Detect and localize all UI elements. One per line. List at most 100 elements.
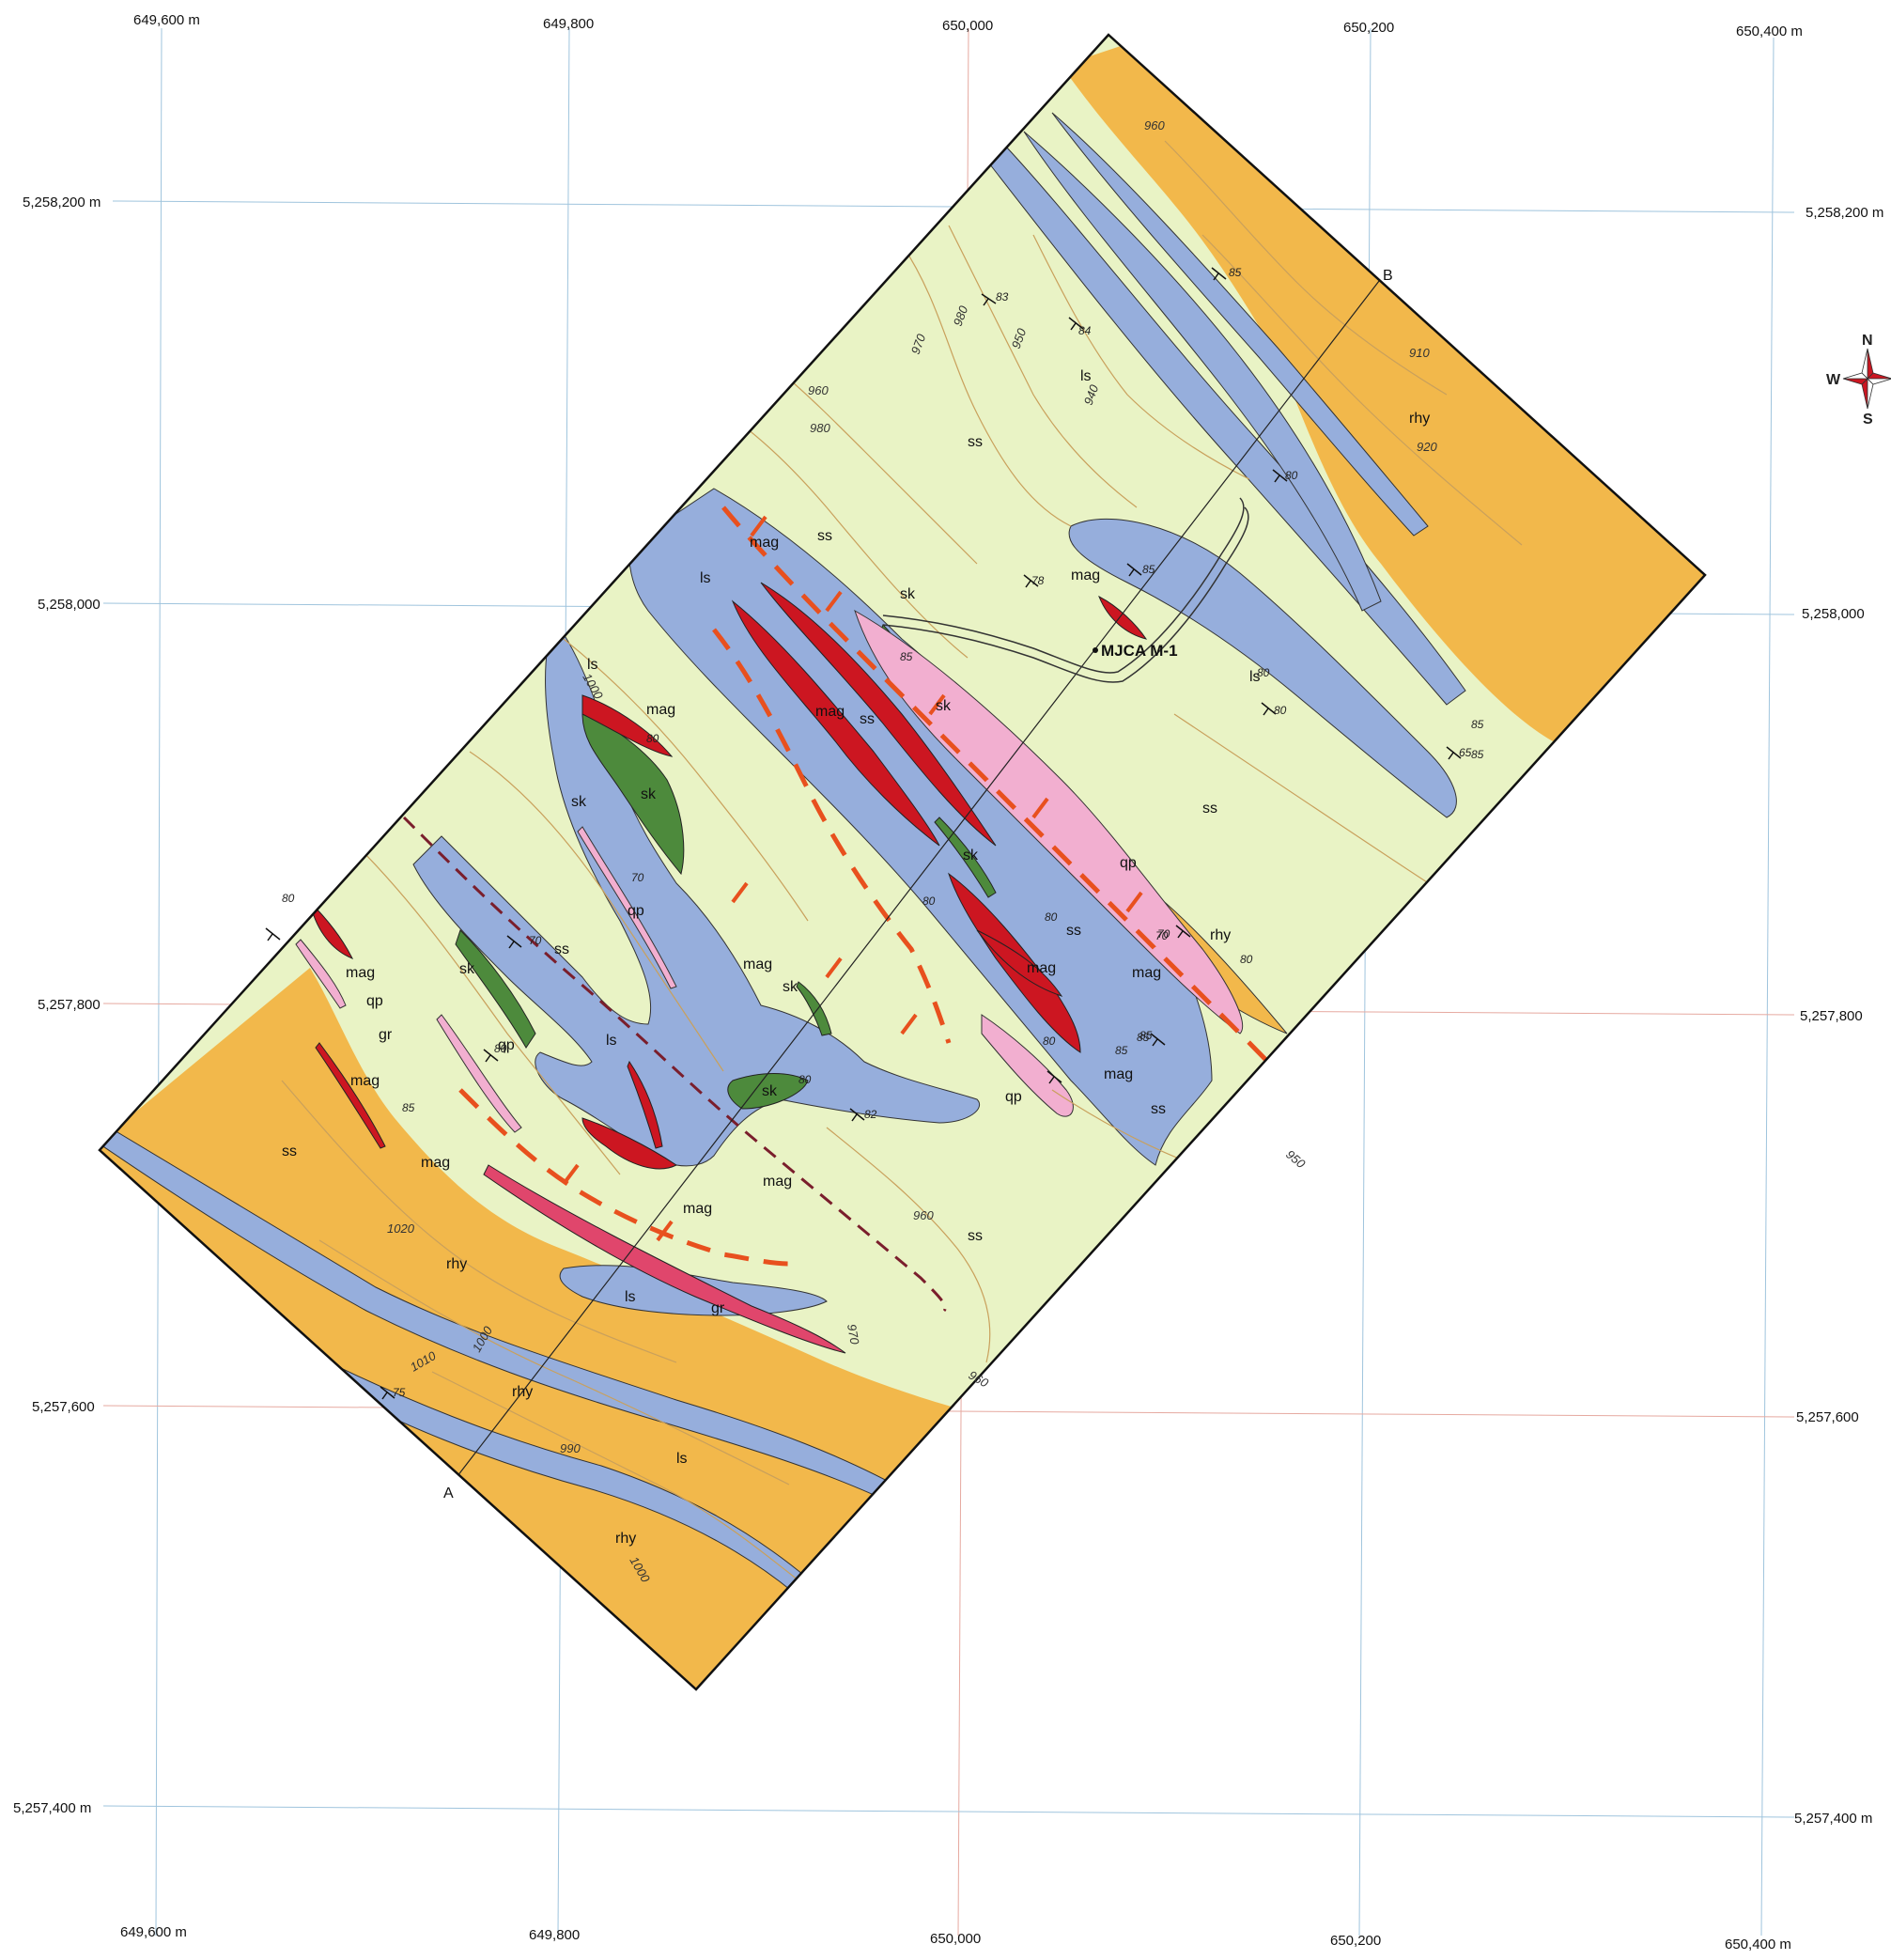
fault-tick (656, 1220, 674, 1242)
dip-label: 80 (1274, 704, 1287, 717)
grid-line-x-649600 (155, 27, 163, 1937)
unit-label-rhy: rhy (1409, 411, 1430, 427)
top-x-label-4: 650,400 m (1736, 23, 1803, 39)
unit-label-qp: qp (628, 903, 644, 919)
unit-label-sk: sk (762, 1083, 778, 1099)
section-line-a-b (450, 272, 1387, 1486)
dip-label: 80 (1240, 953, 1253, 966)
contour-line (431, 1371, 809, 1589)
strike-dip-symbol (1175, 925, 1191, 939)
left-y-label-3: 5,257,600 (32, 1399, 95, 1415)
unit-label-ls: ls (700, 570, 711, 586)
contour-label: 960 (1144, 118, 1165, 132)
unit-label-mag: mag (346, 965, 375, 981)
unit-label-mag: mag (421, 1155, 450, 1171)
dip-label: 80 (1043, 1034, 1056, 1048)
skarn-body-1 (581, 713, 685, 876)
dip-label: 85 (1137, 1031, 1150, 1044)
dip-label: 80 (798, 1073, 812, 1086)
section-label-b: B (1383, 268, 1393, 284)
contour-label: 920 (1417, 440, 1437, 454)
dip-label: 84 (1078, 324, 1092, 337)
section-label-a: A (443, 1486, 454, 1501)
unit-label-rhy: rhy (512, 1384, 533, 1400)
contour-label: 980 (810, 421, 830, 435)
contour-label: 960 (808, 383, 829, 397)
contour-label: 960 (913, 1208, 934, 1222)
bottom-x-label-1: 649,800 (529, 1927, 580, 1943)
inferred-contact (402, 816, 947, 1313)
dip-label: 85 (900, 650, 913, 663)
contour-line (281, 1080, 677, 1363)
top-x-label-0: 649,600 m (133, 12, 200, 28)
strike-dip-symbol (1150, 1033, 1166, 1047)
right-y-label-2: 5,257,800 (1800, 1008, 1863, 1024)
unit-label-ss: ss (860, 711, 875, 727)
unit-label-mag: mag (815, 704, 845, 720)
fault-tick (900, 1013, 918, 1035)
contour-label: 940 (1081, 382, 1102, 407)
unit-label-mag: mag (350, 1073, 380, 1089)
contour-label: 970 (908, 332, 929, 356)
top-x-label-3: 650,200 (1343, 20, 1394, 36)
dip-label: 85 (402, 1101, 415, 1114)
dip-label: 65 (1459, 746, 1472, 759)
dip-label: 70 (1157, 927, 1170, 941)
left-y-label-1: 5,258,000 (38, 597, 101, 613)
compass-label-west: W (1826, 372, 1841, 388)
dip-label: 80 (494, 1042, 507, 1055)
unit-label-sk: sk (783, 979, 798, 995)
contour-label: 980 (951, 303, 971, 328)
compass-east-point-shade (1867, 378, 1891, 385)
strike-dip-symbols (265, 267, 1462, 1400)
fault-line-central (712, 628, 952, 1044)
strike-dip-symbol (1211, 267, 1227, 281)
right-y-label-0: 5,258,200 m (1806, 205, 1883, 221)
dip-label: 83 (996, 290, 1009, 303)
top-x-label-1: 649,800 (543, 16, 594, 32)
strike-dip-symbol (506, 935, 522, 949)
contour-line (1201, 234, 1523, 546)
contour-label: 970 (845, 1323, 862, 1346)
dip-label: 80 (646, 732, 659, 745)
dip-label: 85 (1142, 563, 1155, 576)
unit-label-mag: mag (763, 1174, 792, 1190)
dip-label: 70 (529, 934, 542, 947)
fault-line-southwest (458, 1088, 790, 1267)
fault-tick (1031, 797, 1049, 819)
skarn-body-5 (796, 981, 832, 1036)
dip-label: 80 (1285, 469, 1298, 482)
strike-dip-symbol (1272, 469, 1288, 483)
left-y-label-2: 5,257,800 (38, 997, 101, 1013)
grid-line-x-650400 (1760, 37, 1775, 1937)
strike-dip-symbol (1126, 563, 1142, 577)
grid-labels: 649,600 m 649,800 650,000 650,200 650,40… (13, 12, 1883, 1952)
right-y-label-4: 5,257,400 m (1794, 1811, 1872, 1827)
unit-label-mag: mag (750, 535, 779, 551)
unit-label-sk: sk (936, 698, 952, 714)
right-y-label-3: 5,257,600 (1796, 1409, 1859, 1425)
unit-label-ss: ss (817, 528, 832, 544)
dip-label: 82 (864, 1108, 877, 1121)
rhyolite-unit-sw (100, 968, 996, 1689)
dip-label: 70 (1155, 929, 1169, 942)
strike-dip-symbol (849, 1108, 865, 1122)
fault-tick (1125, 891, 1143, 913)
magnetite-lens-1 (731, 599, 940, 847)
limestone-lens-mjca (1068, 518, 1457, 818)
dip-label: 85 (1471, 748, 1484, 761)
magnetite-lens-10 (315, 1042, 386, 1149)
bottom-x-label-2: 650,000 (930, 1931, 981, 1947)
dip-label: 70 (631, 871, 644, 884)
unit-label-mag: mag (646, 702, 675, 718)
dip-labels: 85 83 84 80 80 85 65 70 78 80 85 70 80 7… (282, 266, 1484, 1399)
unit-label-qp: qp (498, 1037, 515, 1053)
strike-dip-symbol (1068, 317, 1084, 331)
strike-dip-symbol (1446, 746, 1462, 760)
right-y-label-1: 5,258,000 (1802, 606, 1865, 622)
unit-label-mag: mag (1071, 568, 1100, 583)
unit-label-mag: mag (1132, 965, 1161, 981)
unit-label-rhy: rhy (1210, 927, 1231, 943)
strike-dip-symbol (1023, 574, 1039, 588)
